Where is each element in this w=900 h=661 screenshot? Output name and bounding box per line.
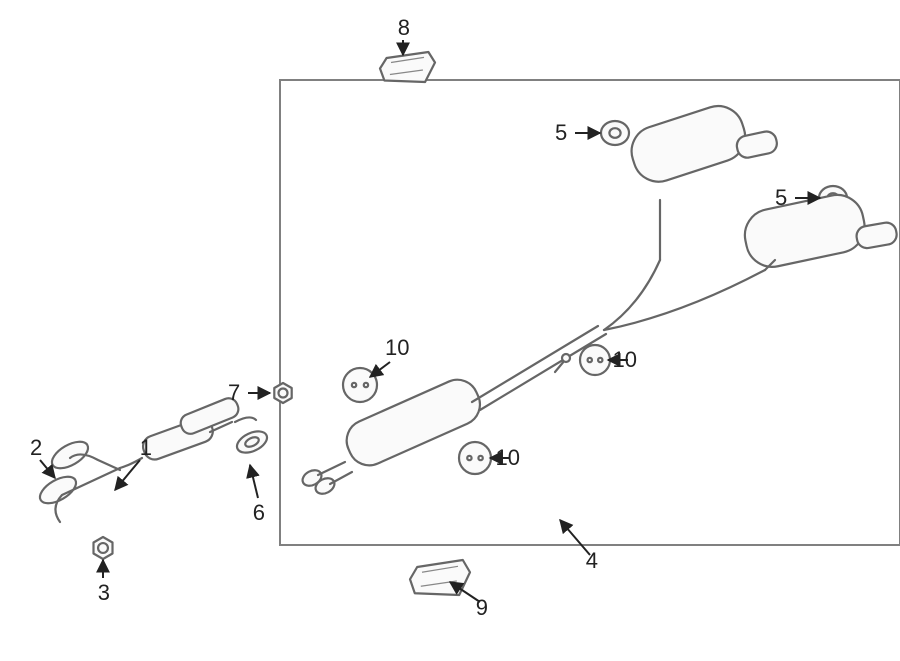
converter-assembly xyxy=(36,396,271,522)
callout-label: 1 xyxy=(140,435,152,460)
callout-3: 3 xyxy=(98,560,110,605)
callout-label: 4 xyxy=(586,548,598,573)
callout-2: 2 xyxy=(30,435,55,478)
callout-5: 5 xyxy=(555,120,600,145)
highlight-box xyxy=(280,80,900,545)
callout-10: 10 xyxy=(608,347,637,372)
insulator-5 xyxy=(601,121,629,145)
callout-label: 3 xyxy=(98,580,110,605)
callout-6: 6 xyxy=(250,465,265,525)
callout-4: 4 xyxy=(560,520,598,573)
insulator-10 xyxy=(580,345,610,375)
insulator-10 xyxy=(459,442,491,474)
callout-label: 5 xyxy=(555,120,567,145)
callout-label: 2 xyxy=(30,435,42,460)
callout-10: 10 xyxy=(370,335,409,377)
callout-10: 10 xyxy=(490,445,520,470)
heat-shield-8 xyxy=(380,52,435,82)
muffler-assembly xyxy=(300,99,898,496)
callout-label: 10 xyxy=(613,347,637,372)
callout-label: 6 xyxy=(253,500,265,525)
callout-7: 7 xyxy=(228,380,270,405)
parts-layer xyxy=(36,52,899,595)
insulator-10 xyxy=(343,368,377,402)
nut-7 xyxy=(274,383,291,403)
callout-label: 5 xyxy=(775,185,787,210)
callout-8: 8 xyxy=(398,15,410,55)
callout-label: 7 xyxy=(228,380,240,405)
callout-label: 10 xyxy=(496,445,520,470)
nut-3 xyxy=(94,537,113,559)
callout-label: 9 xyxy=(476,595,488,620)
callout-label: 10 xyxy=(385,335,409,360)
callouts-layer: 1 2 3 4 5 5 6 7 8 9 10 10 10 xyxy=(30,15,820,620)
callout-label: 8 xyxy=(398,15,410,40)
